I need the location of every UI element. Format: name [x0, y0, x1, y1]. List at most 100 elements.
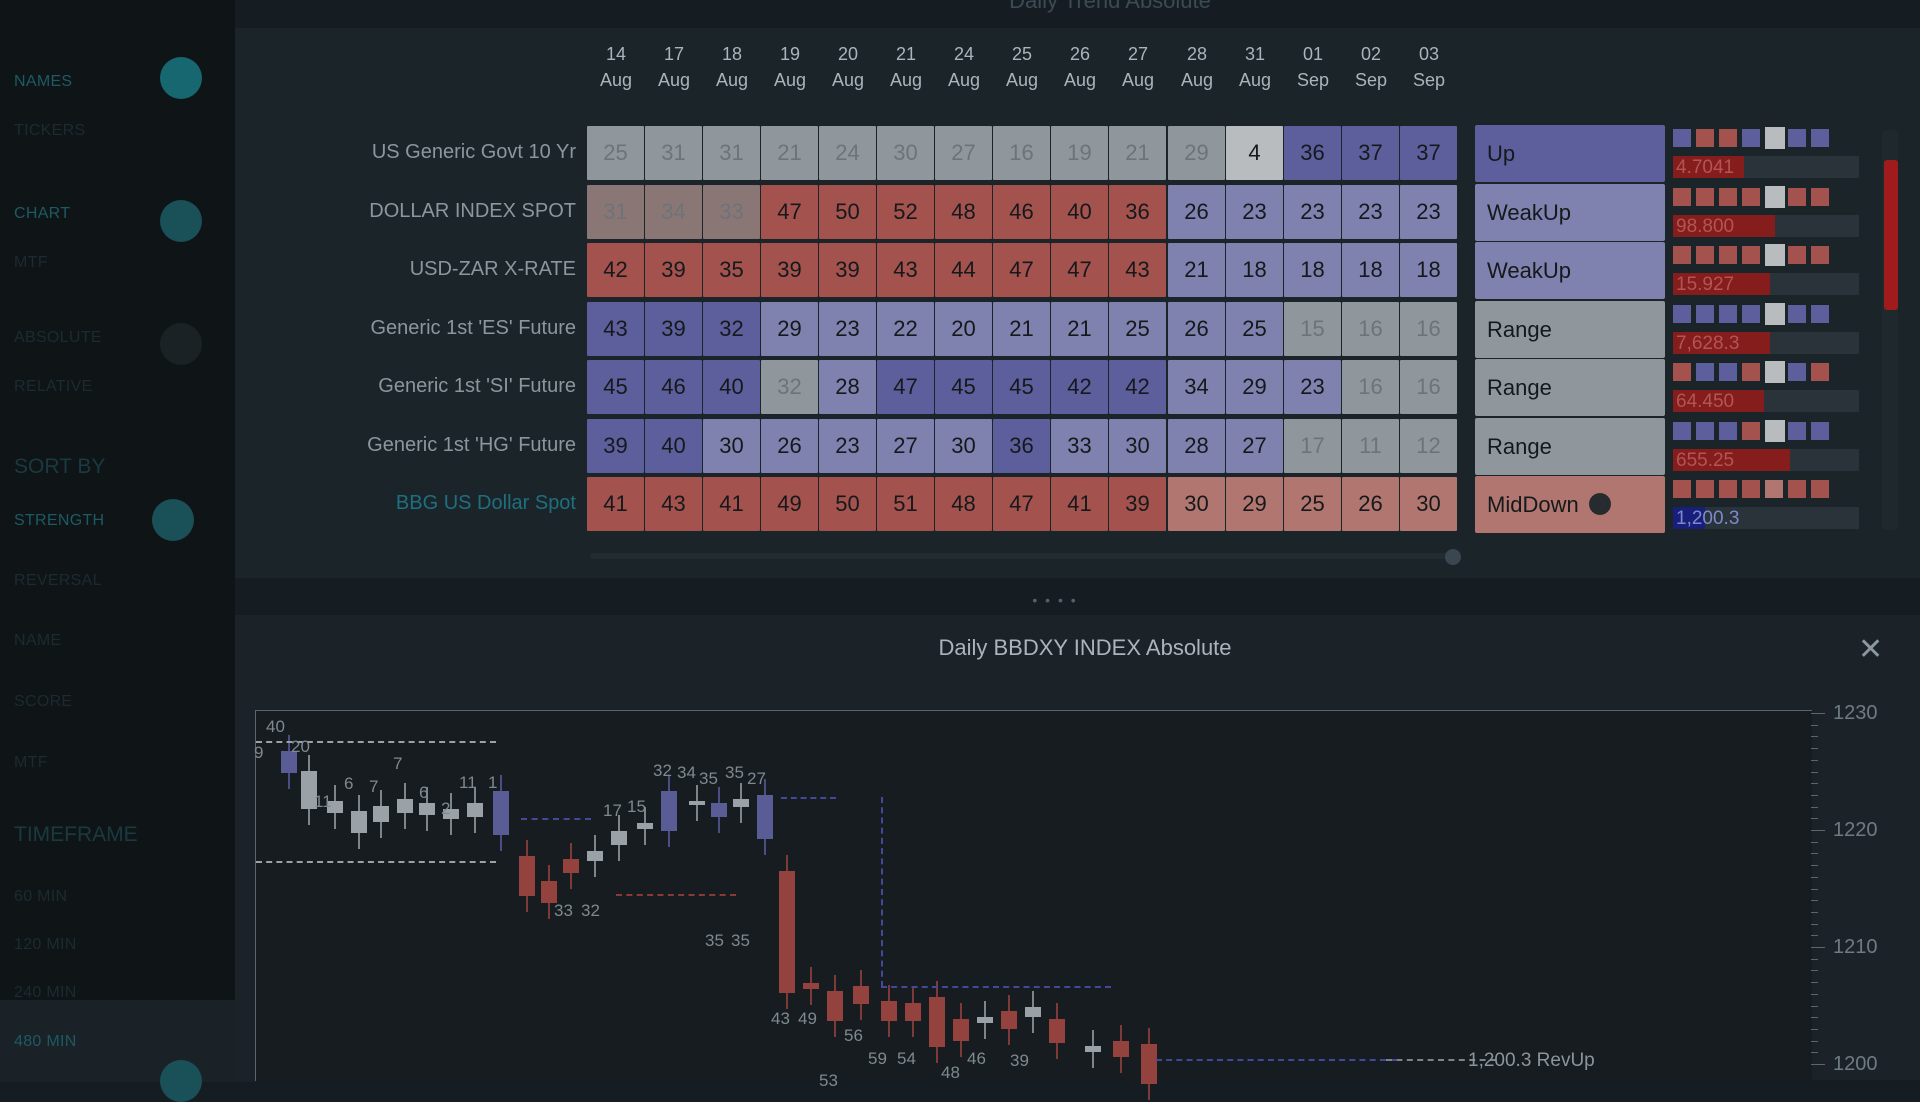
heat-cell[interactable]: 43 [877, 243, 934, 297]
heat-cell[interactable]: 23 [1400, 185, 1457, 239]
heat-cell[interactable]: 25 [1284, 477, 1341, 531]
heat-cell[interactable]: 33 [703, 185, 760, 239]
trend-status[interactable]: Range [1475, 301, 1665, 358]
heat-cell[interactable]: 25 [1109, 302, 1166, 356]
heat-cell[interactable]: 26 [1168, 185, 1225, 239]
heat-cell[interactable]: 28 [1168, 419, 1225, 473]
heat-cell[interactable]: 23 [819, 302, 876, 356]
heat-cell[interactable]: 24 [819, 126, 876, 180]
heat-cell[interactable]: 36 [1284, 126, 1341, 180]
trend-status[interactable]: WeakUp [1475, 184, 1665, 241]
heat-cell[interactable]: 31 [587, 185, 644, 239]
sidebar-item-names[interactable]: NAMES [14, 73, 73, 90]
heat-cell[interactable]: 36 [993, 419, 1050, 473]
heat-cell[interactable]: 21 [1168, 243, 1225, 297]
heat-cell[interactable]: 42 [1109, 360, 1166, 414]
heat-cell[interactable]: 41 [1051, 477, 1108, 531]
sidebar-item-tickers[interactable]: TICKERS [14, 122, 86, 139]
heat-cell[interactable]: 16 [1400, 360, 1457, 414]
heat-cell[interactable]: 48 [935, 477, 992, 531]
heat-cell[interactable]: 18 [1284, 243, 1341, 297]
heat-cell[interactable]: 19 [1051, 126, 1108, 180]
sort-reversal[interactable]: REVERSAL [14, 572, 102, 589]
strength-toggle[interactable] [152, 499, 194, 541]
heat-cell[interactable]: 30 [877, 126, 934, 180]
timeframe-120[interactable]: 120 MIN [14, 936, 77, 953]
heat-cell[interactable]: 29 [1168, 126, 1225, 180]
sort-name[interactable]: NAME [14, 632, 62, 649]
horizontal-scrollbar[interactable] [590, 553, 1450, 559]
heat-cell[interactable]: 50 [819, 477, 876, 531]
heat-cell[interactable]: 49 [761, 477, 818, 531]
heat-cell[interactable]: 16 [1400, 302, 1457, 356]
heat-cell[interactable]: 32 [761, 360, 818, 414]
row-name[interactable]: Generic 1st 'SI' Future [378, 375, 576, 397]
heat-cell[interactable]: 16 [1342, 360, 1399, 414]
heat-cell[interactable]: 23 [819, 419, 876, 473]
heat-cell[interactable]: 23 [1284, 360, 1341, 414]
close-chart-button[interactable]: ✕ [1858, 633, 1884, 666]
heat-cell[interactable]: 35 [703, 243, 760, 297]
heat-cell[interactable]: 39 [645, 243, 702, 297]
heat-cell[interactable]: 42 [587, 243, 644, 297]
heat-cell[interactable]: 27 [877, 419, 934, 473]
heat-cell[interactable]: 30 [1400, 477, 1457, 531]
heat-cell[interactable]: 43 [587, 302, 644, 356]
timeframe-60[interactable]: 60 MIN [14, 888, 68, 905]
heat-cell[interactable]: 23 [1226, 185, 1283, 239]
heat-cell[interactable]: 40 [703, 360, 760, 414]
absolute-toggle[interactable] [160, 323, 202, 365]
names-toggle[interactable] [160, 57, 202, 99]
heat-cell[interactable]: 52 [877, 185, 934, 239]
panel-splitter[interactable]: • • • • [1032, 592, 1078, 608]
heat-cell[interactable]: 45 [587, 360, 644, 414]
heat-cell[interactable]: 43 [1109, 243, 1166, 297]
heat-cell[interactable]: 39 [819, 243, 876, 297]
sidebar-item-absolute[interactable]: ABSOLUTE [14, 329, 102, 346]
heat-cell[interactable]: 33 [1051, 419, 1108, 473]
heat-cell[interactable]: 39 [761, 243, 818, 297]
candlestick-plot[interactable]: 40 9 20 11 6 7 7 6 2 11 1 17 15 32 34 35 35 27 35 35 33 32 43 4… [254, 710, 1812, 1100]
heat-cell[interactable]: 27 [935, 126, 992, 180]
heat-cell[interactable]: 34 [645, 185, 702, 239]
heat-cell[interactable]: 26 [761, 419, 818, 473]
heat-cell[interactable]: 51 [877, 477, 934, 531]
heat-cell[interactable]: 48 [935, 185, 992, 239]
heat-cell[interactable]: 21 [993, 302, 1050, 356]
heat-cell[interactable]: 43 [645, 477, 702, 531]
heat-cell[interactable]: 26 [1168, 302, 1225, 356]
chart-toggle[interactable] [160, 200, 202, 242]
sidebar-item-chart[interactable]: CHART [14, 205, 71, 222]
heat-cell[interactable]: 46 [993, 185, 1050, 239]
heat-cell[interactable]: 42 [1051, 360, 1108, 414]
heat-cell[interactable]: 12 [1400, 419, 1457, 473]
heat-cell[interactable]: 39 [1109, 477, 1166, 531]
heat-cell[interactable]: 18 [1226, 243, 1283, 297]
heat-cell[interactable]: 29 [1226, 360, 1283, 414]
heat-cell[interactable]: 30 [935, 419, 992, 473]
heat-cell[interactable]: 41 [587, 477, 644, 531]
heat-cell[interactable]: 22 [877, 302, 934, 356]
trend-status[interactable]: Range [1475, 418, 1665, 475]
horizontal-scroll-knob[interactable] [1445, 549, 1461, 565]
row-name[interactable]: Generic 1st 'HG' Future [367, 434, 576, 456]
heat-cell[interactable]: 31 [703, 126, 760, 180]
heat-cell[interactable]: 26 [1342, 477, 1399, 531]
heat-cell[interactable]: 21 [761, 126, 818, 180]
timeframe-240[interactable]: 240 MIN [14, 984, 77, 1001]
trend-status[interactable]: WeakUp [1475, 242, 1665, 299]
sidebar-item-relative[interactable]: RELATIVE [14, 378, 93, 395]
heat-cell[interactable]: 39 [587, 419, 644, 473]
heat-cell[interactable]: 45 [935, 360, 992, 414]
heat-cell[interactable]: 40 [645, 419, 702, 473]
heat-cell[interactable]: 34 [1168, 360, 1225, 414]
heat-cell[interactable]: 20 [935, 302, 992, 356]
row-name[interactable]: DOLLAR INDEX SPOT [369, 200, 576, 222]
heat-cell[interactable]: 47 [993, 243, 1050, 297]
heat-cell[interactable]: 30 [1109, 419, 1166, 473]
heat-cell[interactable]: 29 [761, 302, 818, 356]
heat-cell[interactable]: 30 [703, 419, 760, 473]
heat-cell[interactable]: 32 [703, 302, 760, 356]
heat-cell[interactable]: 50 [819, 185, 876, 239]
heat-cell[interactable]: 25 [1226, 302, 1283, 356]
